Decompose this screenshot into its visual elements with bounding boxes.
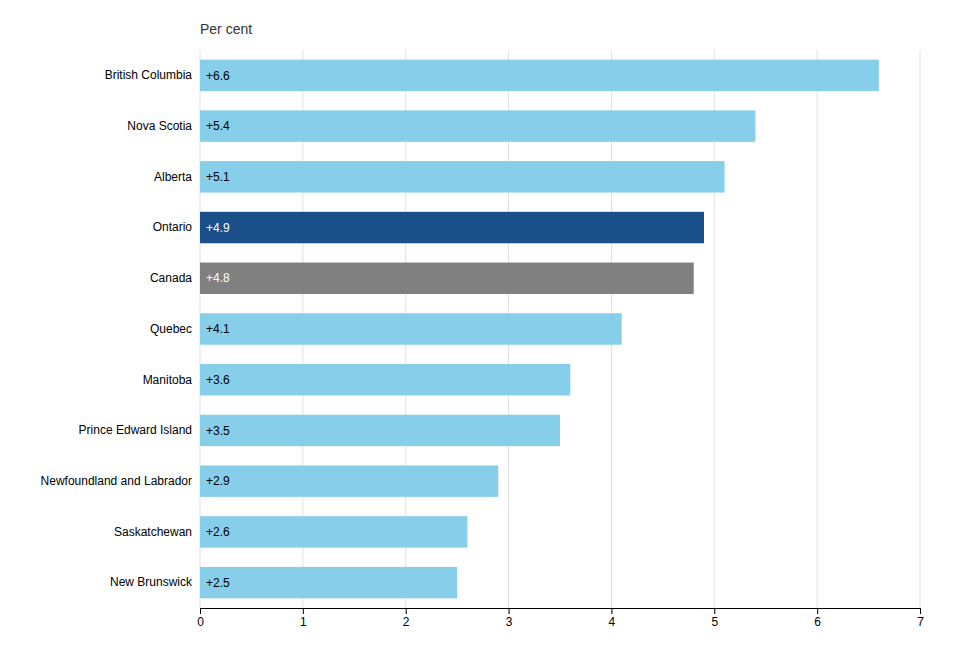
bars: [200, 60, 879, 599]
bar: [200, 161, 725, 192]
x-tick: 6: [814, 608, 821, 629]
x-tick-mark: [200, 608, 201, 614]
y-tick: Nova Scotia: [127, 119, 192, 133]
x-tick-label: 3: [506, 615, 513, 629]
x-tick-label: 6: [814, 615, 821, 629]
bar: [200, 313, 622, 344]
x-tick-mark: [406, 608, 407, 614]
y-tick-label: Saskatchewan: [114, 525, 192, 539]
data-label: +2.5: [206, 576, 230, 590]
x-tick-mark: [303, 608, 304, 614]
y-tick: Ontario: [153, 220, 193, 234]
y-tick: Canada: [150, 271, 192, 285]
x-axis: 0 1 2 3 4 5 6 7: [197, 608, 924, 629]
x-tick-mark: [714, 608, 715, 614]
x-tick: 5: [711, 608, 718, 629]
x-tick: 3: [506, 608, 513, 629]
y-tick: Newfoundland and Labrador: [41, 474, 192, 488]
data-label: +4.8: [206, 271, 230, 285]
data-label: +4.9: [206, 221, 230, 235]
x-tick-label: 0: [197, 615, 204, 629]
data-labels: +6.6 +5.4 +5.1 +4.9 +4.8 +4.1 +3.6 +3.5 +2.9 +2.6…: [206, 69, 230, 590]
y-tick-label: Manitoba: [143, 373, 193, 387]
bar: [200, 415, 560, 446]
y-tick: Manitoba: [143, 373, 193, 387]
plot: 0 1 2 3 4 5 6 7 British Columbia Nova Scotia Alber…: [41, 50, 925, 629]
bar: [200, 212, 704, 243]
x-tick: 7: [917, 608, 924, 629]
x-tick: 4: [609, 608, 616, 629]
bar: [200, 364, 570, 395]
x-tick-label: 7: [917, 615, 924, 629]
x-tick-label: 4: [609, 615, 616, 629]
title: Per cent: [200, 21, 252, 37]
grid-line: [920, 50, 921, 608]
chart: 0 1 2 3 4 5 6 7 British Columbia Nova Scotia Alber…: [0, 0, 960, 648]
data-label: +5.4: [206, 119, 230, 133]
y-tick-label: Alberta: [154, 170, 192, 184]
data-label: +5.1: [206, 170, 230, 184]
x-tick-mark: [920, 608, 921, 614]
bar: [200, 110, 755, 141]
bar: [200, 516, 467, 547]
y-tick: Quebec: [150, 322, 192, 336]
y-tick-label: Newfoundland and Labrador: [41, 474, 192, 488]
y-tick: Alberta: [154, 170, 192, 184]
y-tick-label: Quebec: [150, 322, 192, 336]
x-tick: 0: [197, 608, 204, 629]
data-label: +3.6: [206, 373, 230, 387]
data-label: +2.9: [206, 474, 230, 488]
y-tick-label: British Columbia: [105, 68, 193, 82]
data-label: +2.6: [206, 525, 230, 539]
y-tick: Saskatchewan: [114, 525, 192, 539]
data-label: +3.5: [206, 424, 230, 438]
x-tick-mark: [509, 608, 510, 614]
x-tick-mark: [817, 608, 818, 614]
y-tick: Prince Edward Island: [79, 423, 192, 437]
y-tick-label: Prince Edward Island: [79, 423, 192, 437]
y-tick-label: Ontario: [153, 220, 193, 234]
x-tick-label: 5: [711, 615, 718, 629]
x-tick-label: 1: [300, 615, 307, 629]
grid: [200, 50, 920, 608]
bar: [200, 567, 457, 598]
y-tick: New Brunswick: [110, 575, 193, 589]
y-tick-label: Nova Scotia: [127, 119, 192, 133]
bar: [200, 60, 879, 91]
y-tick-label: Canada: [150, 271, 192, 285]
y-axis: British Columbia Nova Scotia Alberta Ontari…: [41, 68, 193, 589]
x-axis-line: [201, 609, 921, 615]
grid-line: [817, 50, 818, 608]
x-tick-label: 2: [403, 615, 410, 629]
y-tick: British Columbia: [105, 68, 193, 82]
data-label: +6.6: [206, 69, 230, 83]
x-tick: 2: [403, 608, 410, 629]
x-tick-mark: [611, 608, 612, 614]
x-tick: 1: [300, 608, 307, 629]
data-label: +4.1: [206, 322, 230, 336]
bar: [200, 465, 498, 496]
bar: [200, 263, 694, 294]
y-tick-label: New Brunswick: [110, 575, 193, 589]
